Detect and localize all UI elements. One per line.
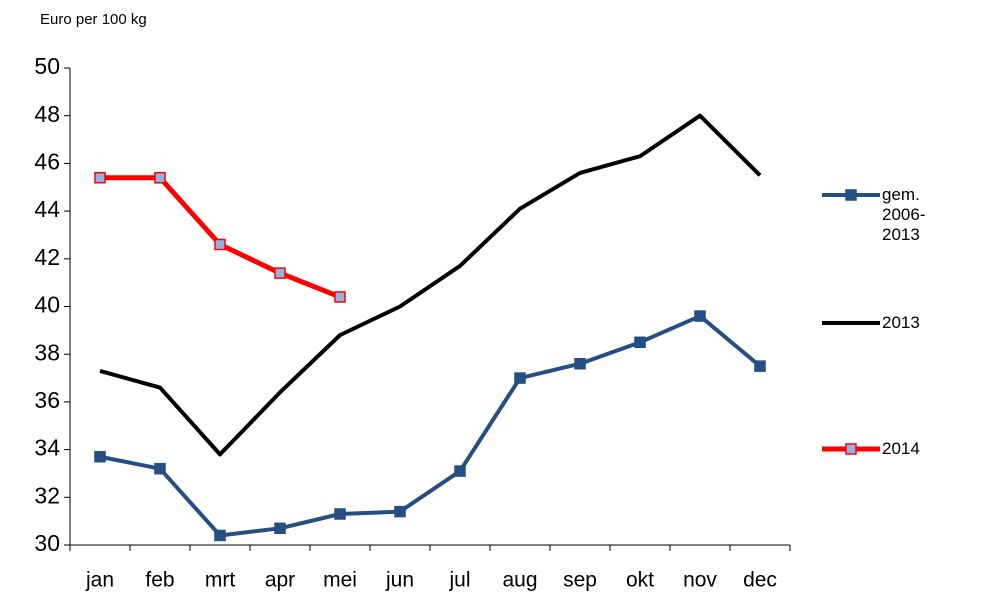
x-tick-label: dec	[743, 569, 777, 592]
marker	[274, 522, 286, 535]
x-tick-label: okt	[626, 569, 654, 592]
y-tick-label: 40	[34, 292, 60, 318]
marker	[214, 238, 226, 251]
marker	[574, 357, 586, 370]
y-tick-label: 50	[34, 53, 60, 79]
y-tick-label: 30	[34, 530, 60, 556]
marker	[94, 451, 106, 463]
marker	[154, 462, 166, 475]
x-tick-label: jan	[85, 569, 114, 592]
series-line	[100, 175, 341, 300]
legend-label: 2014	[882, 439, 920, 458]
marker	[394, 505, 406, 518]
y-tick-label: 36	[34, 387, 60, 413]
marker	[634, 336, 646, 349]
series-line	[99, 314, 762, 538]
marker	[754, 360, 766, 372]
legend-label: gem. 2006-2013	[882, 185, 926, 244]
y-axis-label: Euro per 100 kg	[40, 11, 147, 28]
marker	[214, 529, 226, 542]
marker	[454, 465, 466, 477]
legend-marker	[845, 443, 857, 455]
x-tick-label: nov	[683, 569, 717, 592]
y-tick-label: 34	[34, 435, 60, 461]
marker	[334, 291, 346, 303]
x-tick-label: jun	[385, 569, 414, 592]
marker	[154, 171, 166, 184]
y-tick-label: 46	[34, 148, 60, 174]
x-tick-label: aug	[502, 569, 537, 592]
marker	[94, 171, 106, 184]
y-tick-label: 48	[34, 101, 60, 127]
marker	[514, 372, 526, 384]
marker	[334, 508, 346, 520]
marker	[274, 267, 286, 279]
marker	[694, 310, 706, 322]
y-tick-label: 42	[34, 244, 60, 270]
legend-marker	[845, 189, 857, 201]
series-line	[99, 113, 762, 457]
x-tick-label: mei	[323, 569, 357, 592]
x-tick-label: apr	[265, 569, 295, 592]
x-tick-label: mrt	[205, 569, 235, 592]
x-tick-label: feb	[145, 569, 174, 592]
y-tick-label: 32	[34, 482, 60, 508]
legend-label: 2013	[882, 313, 920, 332]
y-tick-label: 38	[34, 339, 60, 365]
x-tick-label: jul	[448, 569, 470, 592]
x-tick-label: sep	[563, 569, 597, 592]
y-tick-label: 44	[34, 196, 60, 222]
